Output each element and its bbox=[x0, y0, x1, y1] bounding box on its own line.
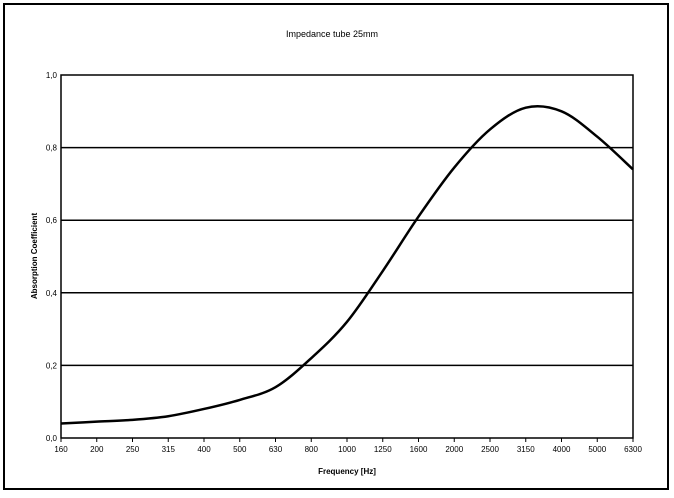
x-tick-label: 1250 bbox=[374, 445, 392, 454]
gridlines bbox=[61, 146, 633, 367]
y-axis-label: Absorption Coefficient bbox=[30, 213, 39, 300]
x-tick-label: 1000 bbox=[338, 445, 356, 454]
y-tick-label: 0,8 bbox=[46, 144, 58, 153]
x-axis-label: Frequency [Hz] bbox=[318, 467, 376, 476]
x-tick-label: 250 bbox=[126, 445, 140, 454]
x-tick-label: 6300 bbox=[624, 445, 642, 454]
y-tick-label: 1,0 bbox=[46, 71, 58, 80]
x-tick-label: 500 bbox=[233, 445, 247, 454]
x-tick-label: 4000 bbox=[553, 445, 571, 454]
x-tick-label: 2500 bbox=[481, 445, 499, 454]
x-tick-labels: 160 200 250 315 400 500 630 800 1000 1250 1600 2000… bbox=[54, 438, 642, 454]
x-tick-label: 800 bbox=[305, 445, 319, 454]
y-tick-label: 0,2 bbox=[46, 361, 58, 370]
x-tick-label: 200 bbox=[90, 445, 104, 454]
chart-title: Impedance tube 25mm bbox=[286, 29, 378, 39]
x-tick-label: 3150 bbox=[517, 445, 535, 454]
y-tick-label: 0,0 bbox=[46, 434, 58, 443]
y-tick-label: 0,4 bbox=[46, 289, 58, 298]
x-tick-label: 630 bbox=[269, 445, 283, 454]
y-tick-labels: 0,0 0,2 0,4 0,6 0,8 1,0 bbox=[46, 71, 58, 443]
plot-area bbox=[60, 74, 634, 439]
x-tick-label: 2000 bbox=[445, 445, 463, 454]
x-tick-label: 315 bbox=[162, 445, 176, 454]
x-tick-label: 160 bbox=[54, 445, 68, 454]
x-tick-label: 5000 bbox=[588, 445, 606, 454]
x-tick-label: 400 bbox=[197, 445, 211, 454]
series-line bbox=[60, 104, 634, 425]
y-tick-label: 0,6 bbox=[46, 216, 58, 225]
x-tick-label: 1600 bbox=[410, 445, 428, 454]
